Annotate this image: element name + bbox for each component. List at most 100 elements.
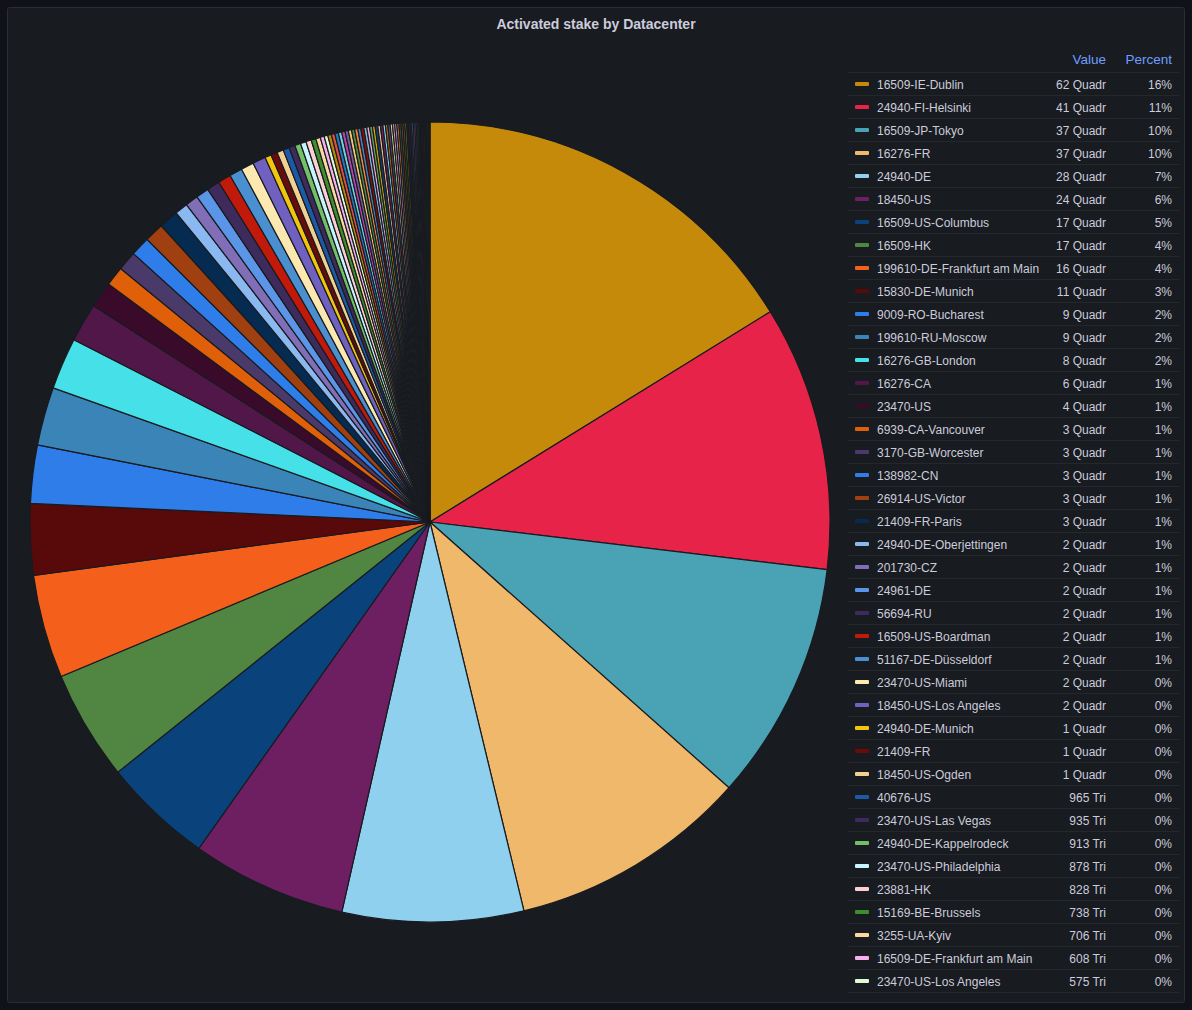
legend-row-separator — [848, 302, 1180, 303]
pie-slice — [425, 122, 430, 522]
pie-slice — [422, 122, 430, 522]
legend-header: Value — [1072, 52, 1106, 67]
legend-row-separator — [848, 463, 1180, 464]
legend-row-separator — [848, 555, 1180, 556]
legend-swatch — [855, 956, 869, 960]
legend-percent: 2% — [1155, 331, 1173, 345]
legend-label: 40676-US — [877, 791, 931, 805]
legend-label: 3170-GB-Worcester — [877, 446, 983, 460]
legend-percent: 2% — [1155, 354, 1173, 368]
legend-swatch — [855, 358, 869, 362]
legend-label: 24940-DE-Kappelrodeck — [877, 837, 1009, 851]
legend-label: 3255-UA-Kyiv — [877, 929, 951, 943]
pie-slice — [427, 122, 430, 522]
legend-swatch — [855, 565, 869, 569]
legend-value: 41 Quadr — [1056, 101, 1106, 115]
legend-row-separator — [848, 509, 1180, 510]
legend-value: 16 Quadr — [1056, 262, 1106, 276]
pie-slice — [428, 122, 430, 522]
legend-swatch — [855, 450, 869, 454]
legend-value: 1 Quadr — [1063, 722, 1106, 736]
legend-row-separator — [848, 210, 1180, 211]
legend-percent: 1% — [1155, 584, 1173, 598]
legend-value: 17 Quadr — [1056, 216, 1106, 230]
legend-swatch — [855, 588, 869, 592]
legend-label: 16509-US-Columbus — [877, 216, 989, 230]
legend-percent: 1% — [1155, 469, 1173, 483]
legend-row-separator — [848, 440, 1180, 441]
legend-swatch — [855, 887, 869, 891]
legend-percent: 0% — [1155, 837, 1173, 851]
legend-label: 16509-US-Boardman — [877, 630, 990, 644]
legend-label: 18450-US-Ogden — [877, 768, 971, 782]
legend-value: 24 Quadr — [1056, 193, 1106, 207]
legend-swatch — [855, 220, 869, 224]
legend-value: 3 Quadr — [1063, 515, 1106, 529]
legend-label: 16509-IE-Dublin — [877, 78, 964, 92]
legend-percent: 0% — [1155, 814, 1173, 828]
legend-swatch — [855, 818, 869, 822]
chart-title: Activated stake by Datacenter — [496, 16, 696, 32]
legend-row-separator — [848, 716, 1180, 717]
legend-value: 28 Quadr — [1056, 170, 1106, 184]
legend-value: 1 Quadr — [1063, 745, 1106, 759]
legend-label: 9009-RO-Bucharest — [877, 308, 984, 322]
legend-row-separator — [848, 900, 1180, 901]
pie-slice — [410, 122, 430, 522]
pie-slice — [429, 122, 431, 522]
pie-slice — [421, 122, 430, 522]
legend-label: 16509-HK — [877, 239, 931, 253]
legend-percent: 10% — [1148, 124, 1172, 138]
legend-row-separator — [848, 624, 1180, 625]
legend-row-separator — [848, 348, 1180, 349]
legend-row-separator — [848, 739, 1180, 740]
legend-value: 17 Quadr — [1056, 239, 1106, 253]
legend-value: 4 Quadr — [1063, 400, 1106, 414]
legend-percent: 1% — [1155, 515, 1173, 529]
legend-row-separator — [848, 670, 1180, 671]
page: {"chart_data": { "type": "pie", "title":… — [0, 0, 1192, 1010]
legend-swatch — [855, 105, 869, 109]
legend-percent: 1% — [1155, 653, 1173, 667]
legend-row-separator — [848, 693, 1180, 694]
legend-swatch — [855, 381, 869, 385]
legend-percent: 5% — [1155, 216, 1173, 230]
legend-percent: 0% — [1155, 860, 1173, 874]
legend-percent: 0% — [1155, 745, 1173, 759]
legend-percent: 1% — [1155, 423, 1173, 437]
legend-percent: 0% — [1155, 906, 1173, 920]
legend-label: 23470-US — [877, 400, 931, 414]
legend-swatch — [855, 519, 869, 523]
legend-swatch — [855, 726, 869, 730]
legend-value: 62 Quadr — [1056, 78, 1106, 92]
legend-row-separator — [848, 785, 1180, 786]
legend-row-separator — [848, 877, 1180, 878]
legend-label: 16276-CA — [877, 377, 931, 391]
legend-percent: 0% — [1155, 768, 1173, 782]
legend-swatch — [855, 266, 869, 270]
pie-slice — [428, 122, 430, 522]
pie-slice — [413, 122, 430, 522]
legend-percent: 1% — [1155, 538, 1173, 552]
legend-swatch — [855, 335, 869, 339]
legend-percent: 0% — [1155, 952, 1173, 966]
legend-label: 16276-FR — [877, 147, 931, 161]
legend-swatch — [855, 128, 869, 132]
legend-percent: 16% — [1148, 78, 1172, 92]
legend-value: 8 Quadr — [1063, 354, 1106, 368]
legend-label: 21409-FR — [877, 745, 931, 759]
legend-value: 828 Tri — [1069, 883, 1106, 897]
pie-slice — [420, 122, 430, 522]
legend-value: 575 Tri — [1069, 975, 1106, 989]
pie-slice — [412, 122, 430, 522]
legend-label: 201730-CZ — [877, 561, 937, 575]
legend-label: 51167-DE-Düsseldorf — [877, 653, 992, 667]
legend-value: 608 Tri — [1069, 952, 1106, 966]
legend-percent: 0% — [1155, 929, 1173, 943]
legend-label: 199610-RU-Moscow — [877, 331, 987, 345]
legend-percent: 11% — [1149, 101, 1172, 115]
legend-label: 24940-DE-Oberjettingen — [877, 538, 1007, 552]
legend-swatch — [855, 542, 869, 546]
legend-percent: 2% — [1155, 308, 1173, 322]
legend-percent: 3% — [1155, 285, 1173, 299]
